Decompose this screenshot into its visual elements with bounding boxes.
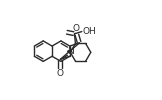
Text: O: O bbox=[72, 24, 79, 33]
Text: N: N bbox=[67, 47, 74, 56]
Text: OH: OH bbox=[82, 27, 96, 36]
Text: O: O bbox=[57, 70, 64, 78]
